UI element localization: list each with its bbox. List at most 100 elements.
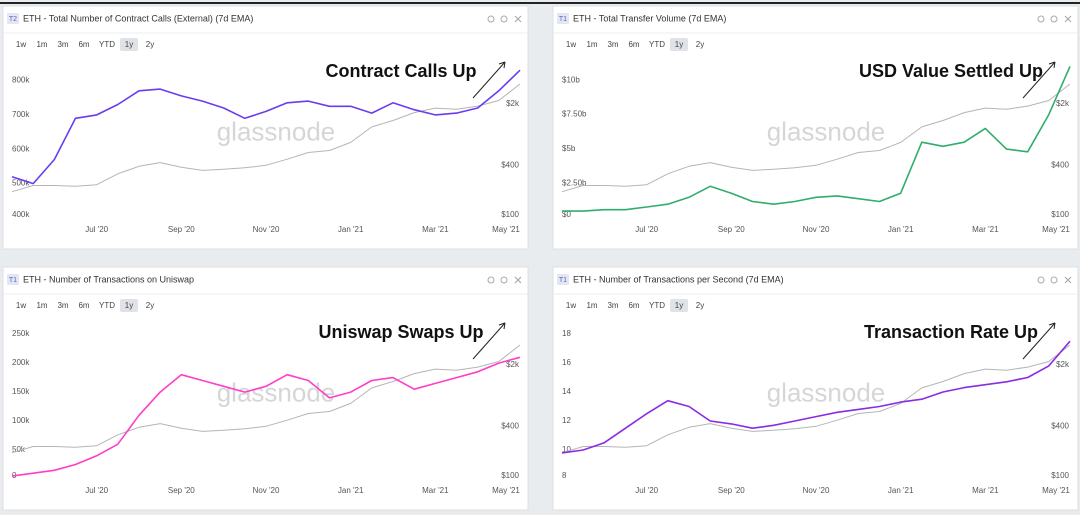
panel-icon[interactable] (487, 276, 495, 284)
range-button-label[interactable]: 1y (675, 301, 683, 310)
y2-tick-label: $400 (501, 160, 519, 169)
x-tick-label: May '21 (1042, 486, 1070, 495)
range-button[interactable] (75, 38, 93, 51)
range-button-label[interactable]: 1w (16, 40, 26, 49)
annotation-arrow (472, 61, 506, 99)
range-button-label[interactable]: 3m (607, 301, 618, 310)
price-line (561, 83, 1071, 193)
range-button[interactable] (583, 38, 601, 51)
range-button[interactable] (562, 299, 580, 312)
y-tick-label: $5b (562, 144, 576, 153)
panel-icon[interactable] (500, 276, 508, 284)
close-icon[interactable] (514, 15, 522, 23)
range-button[interactable] (96, 299, 118, 312)
range-button-label[interactable]: 1w (566, 40, 576, 49)
range-button[interactable] (141, 38, 159, 51)
range-button[interactable] (120, 38, 138, 51)
range-button-label[interactable]: 3m (57, 40, 68, 49)
watermark: glassnode (217, 116, 336, 146)
panel-icon[interactable] (500, 15, 508, 23)
range-button-label[interactable]: 1w (566, 301, 576, 310)
range-button[interactable] (691, 299, 709, 312)
range-button[interactable] (625, 299, 643, 312)
annotation: Uniswap Swaps Up (318, 322, 483, 342)
watermark: glassnode (767, 377, 886, 407)
range-button[interactable] (646, 299, 668, 312)
y-tick-label: 700k (12, 110, 30, 119)
range-button[interactable] (33, 38, 51, 51)
x-tick-label: Sep '20 (168, 225, 195, 234)
x-tick-label: May '21 (492, 486, 520, 495)
annotation-arrow (1022, 61, 1056, 99)
range-button[interactable] (96, 38, 118, 51)
panel-icon[interactable] (1037, 276, 1045, 284)
panel-icon[interactable] (1037, 15, 1045, 23)
range-button-label[interactable]: 2y (696, 301, 704, 310)
range-button-label[interactable]: 1w (16, 301, 26, 310)
y-tick-label: 800k (12, 76, 30, 85)
x-tick-label: Jul '20 (635, 486, 658, 495)
range-button[interactable] (562, 38, 580, 51)
y-tick-label: 400k (12, 210, 30, 219)
badge-box (557, 274, 569, 285)
range-button-label[interactable]: 1m (586, 301, 597, 310)
range-button[interactable] (33, 299, 51, 312)
range-button-label[interactable]: YTD (649, 301, 665, 310)
y2-tick-label: $100 (1051, 210, 1069, 219)
range-button[interactable] (670, 299, 688, 312)
range-button[interactable] (604, 299, 622, 312)
range-button[interactable] (670, 38, 688, 51)
range-button-label[interactable]: 6m (628, 301, 639, 310)
range-button[interactable] (583, 299, 601, 312)
range-button-label[interactable]: 6m (628, 40, 639, 49)
close-icon[interactable] (1064, 276, 1072, 284)
range-button-label[interactable]: 2y (696, 40, 704, 49)
range-button[interactable] (625, 38, 643, 51)
range-button-label[interactable]: 6m (78, 40, 89, 49)
close-icon[interactable] (1064, 15, 1072, 23)
range-button[interactable] (12, 38, 30, 51)
range-button-label[interactable]: 6m (78, 301, 89, 310)
range-button[interactable] (604, 38, 622, 51)
range-button-label[interactable]: 2y (146, 301, 154, 310)
range-button-label[interactable]: 1m (36, 301, 47, 310)
range-button-label[interactable]: 1y (675, 40, 683, 49)
panel-icon[interactable] (487, 15, 495, 23)
panel-icon[interactable] (1050, 15, 1058, 23)
panel-title: ETH - Number of Transactions on Uniswap (23, 274, 194, 284)
range-button-label[interactable]: 3m (57, 301, 68, 310)
range-button-label[interactable]: 3m (607, 40, 618, 49)
y-tick-label: 250k (12, 329, 30, 338)
range-button[interactable] (12, 299, 30, 312)
range-button-label[interactable]: YTD (649, 40, 665, 49)
metric-line (11, 69, 521, 185)
range-button[interactable] (141, 299, 159, 312)
panel-icon[interactable] (1050, 276, 1058, 284)
range-button-label[interactable]: 1m (586, 40, 597, 49)
y-tick-label: $0 (562, 210, 571, 219)
close-icon[interactable] (514, 276, 522, 284)
annotation-arrow (1022, 322, 1056, 360)
range-button[interactable] (75, 299, 93, 312)
range-button[interactable] (54, 38, 72, 51)
range-button-label[interactable]: 1y (125, 301, 133, 310)
panel: T1 ETH - Number of Transactions on Uniswa… (2, 266, 529, 511)
range-button[interactable] (691, 38, 709, 51)
y-tick-label: 12 (562, 416, 571, 425)
badge-box (7, 13, 19, 24)
range-button-label[interactable]: YTD (99, 301, 115, 310)
y-tick-label: 50k (12, 445, 26, 454)
y-tick-label: 600k (12, 144, 30, 153)
range-button-label[interactable]: 1y (125, 40, 133, 49)
y-tick-label: 100k (12, 416, 30, 425)
range-button-label[interactable]: YTD (99, 40, 115, 49)
range-button[interactable] (120, 299, 138, 312)
y-tick-label: $10b (562, 75, 580, 84)
arrow-head (498, 322, 506, 330)
range-button-label[interactable]: 1m (36, 40, 47, 49)
arrow-head (1048, 322, 1056, 330)
range-button[interactable] (646, 38, 668, 51)
range-button-label[interactable]: 2y (146, 40, 154, 49)
range-button[interactable] (54, 299, 72, 312)
